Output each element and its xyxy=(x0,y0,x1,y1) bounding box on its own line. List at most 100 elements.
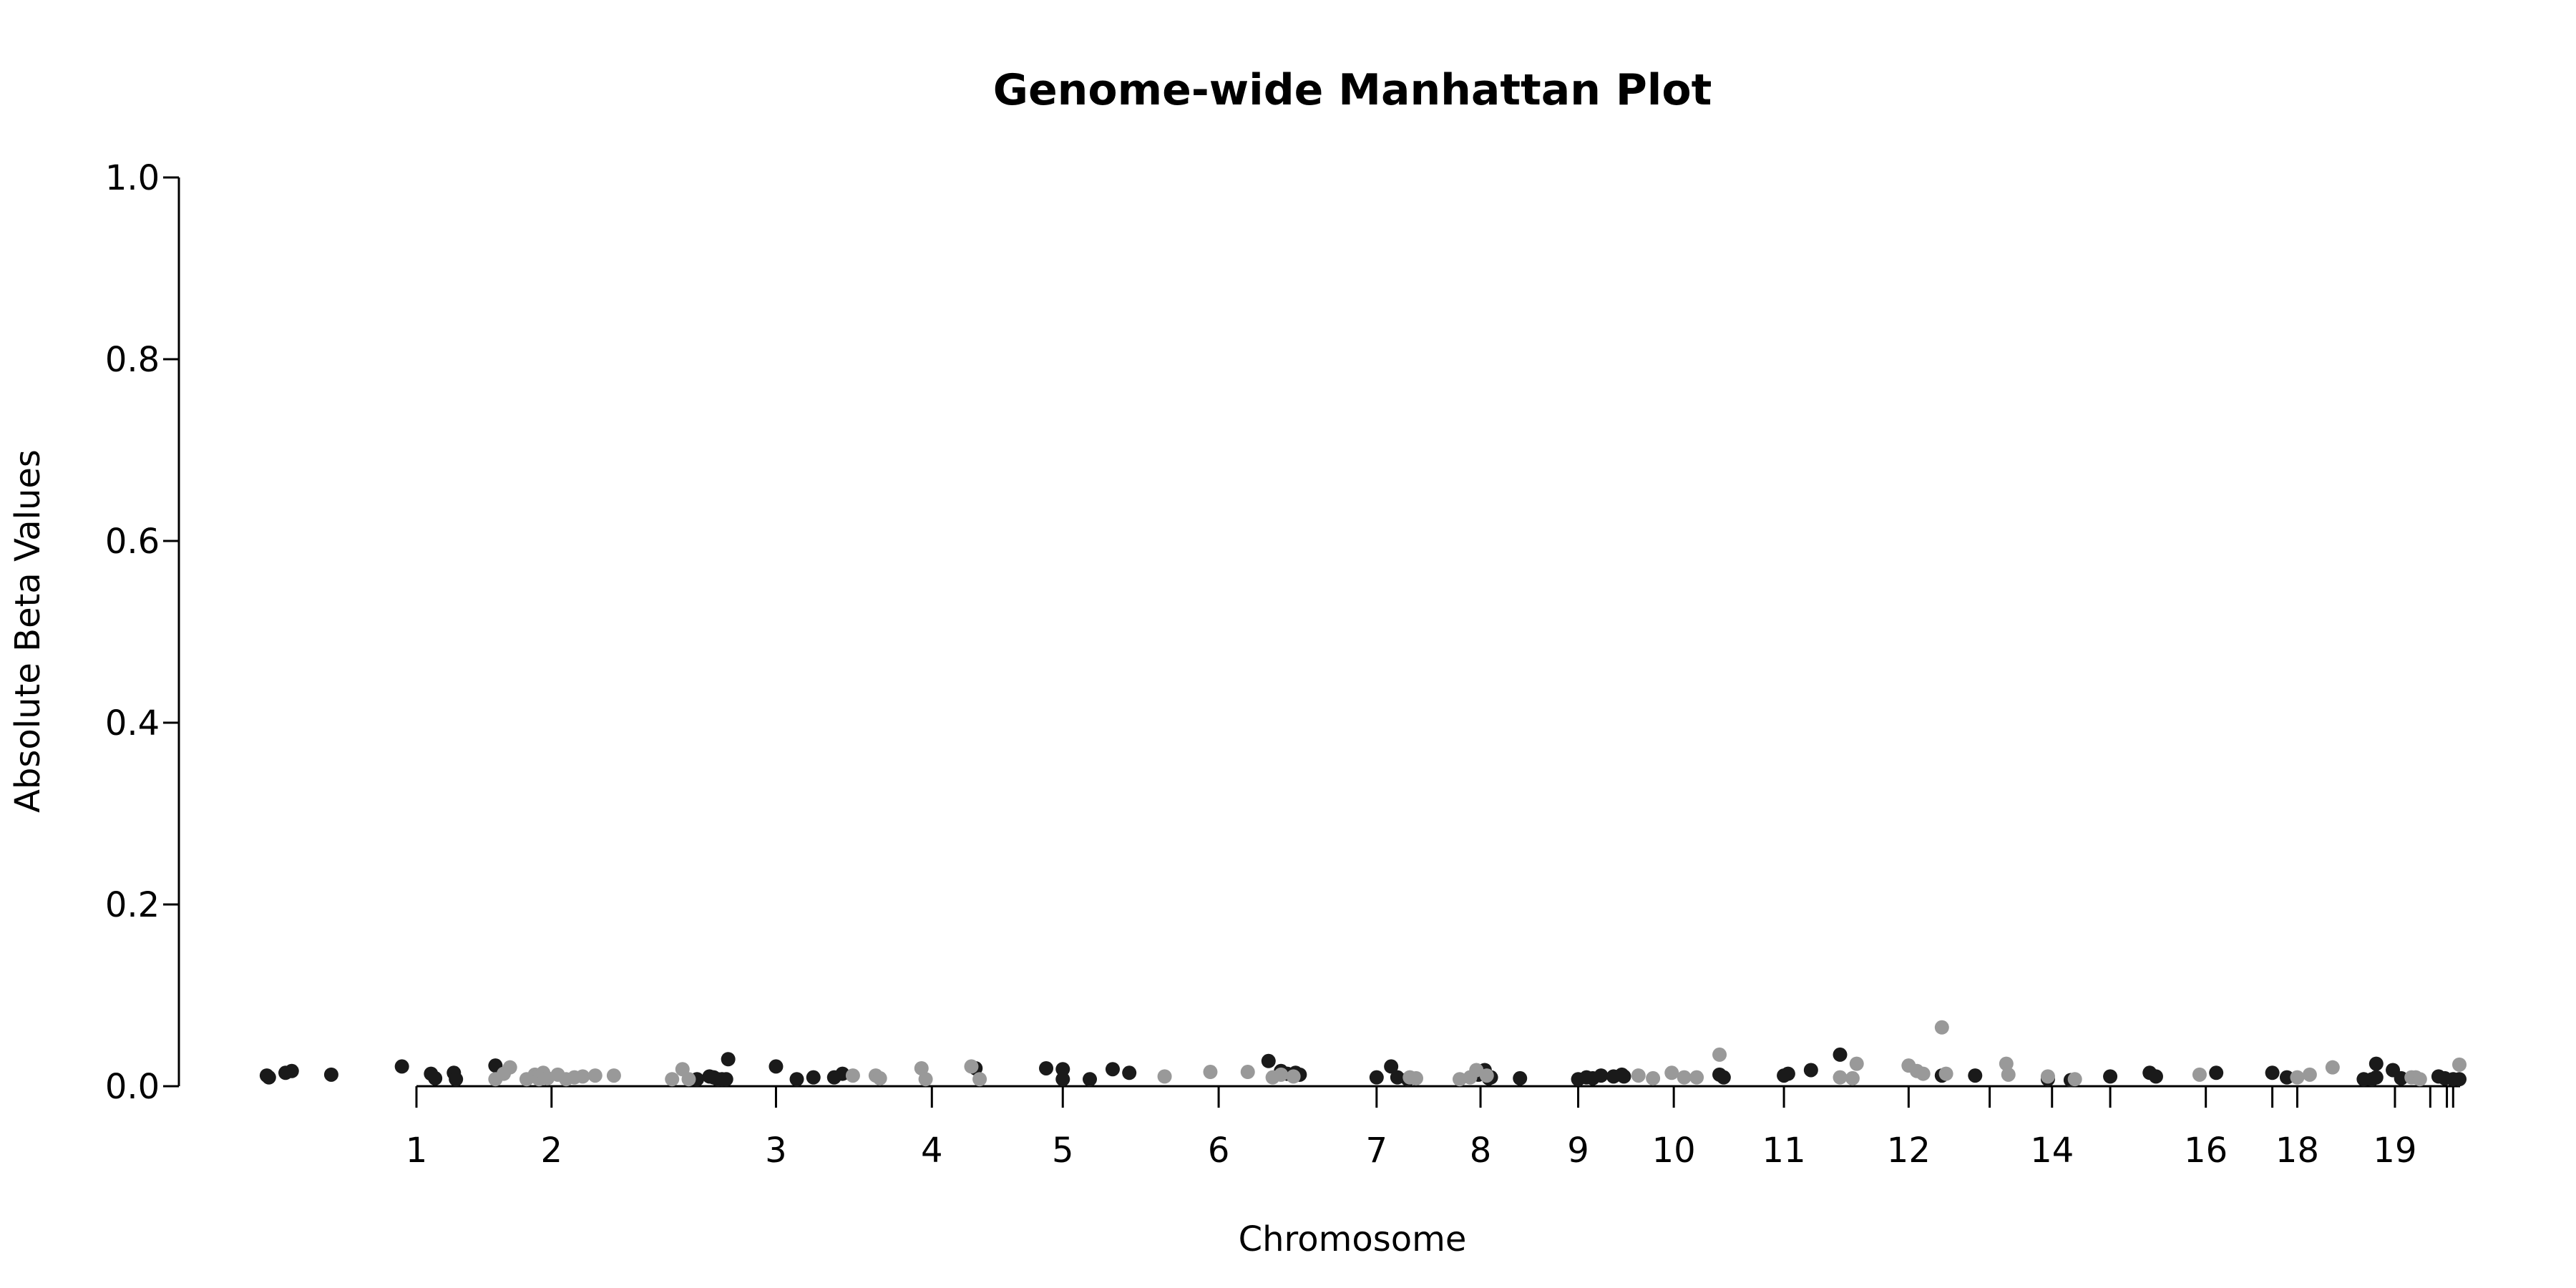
data-point xyxy=(261,1070,276,1085)
data-point xyxy=(1664,1065,1679,1080)
data-point xyxy=(2452,1057,2467,1072)
chart-title: Genome-wide Manhattan Plot xyxy=(993,65,1712,115)
chromosome-tick-label: 12 xyxy=(1887,1131,1931,1171)
data-point xyxy=(1055,1072,1070,1087)
chromosome-tick-label: 1 xyxy=(406,1131,428,1171)
data-point xyxy=(872,1070,887,1085)
chromosome-tick-label: 19 xyxy=(2373,1131,2416,1171)
data-point xyxy=(918,1072,933,1087)
data-point xyxy=(2412,1072,2427,1087)
data-point xyxy=(2325,1060,2340,1075)
data-point xyxy=(2067,1072,2082,1087)
data-point xyxy=(1616,1069,1631,1084)
data-point xyxy=(1274,1067,1289,1082)
data-point xyxy=(1261,1053,1276,1068)
y-tick-label: 0.8 xyxy=(105,340,160,380)
chromosome-tick-label: 3 xyxy=(765,1131,787,1171)
y-axis-ticks: 0.0 0.2 0.4 0.6 0.8 1.0 xyxy=(105,158,179,1107)
chromosome-tick-label: 11 xyxy=(1762,1131,1806,1171)
chromosome-tick-label: 14 xyxy=(2030,1131,2074,1171)
data-point xyxy=(1157,1069,1172,1084)
chromosome-tick-label: 10 xyxy=(1652,1131,1696,1171)
data-point xyxy=(1369,1070,1384,1085)
data-point xyxy=(1716,1070,1731,1085)
data-point xyxy=(665,1072,680,1087)
chromosome-tick-label: 5 xyxy=(1052,1131,1074,1171)
data-point xyxy=(2192,1067,2207,1082)
data-point xyxy=(428,1070,443,1085)
data-point xyxy=(606,1068,621,1083)
data-point xyxy=(1105,1062,1120,1077)
data-point xyxy=(806,1070,821,1085)
y-tick-label: 1.0 xyxy=(105,158,160,198)
data-point xyxy=(323,1067,338,1082)
data-point xyxy=(1833,1047,1848,1062)
chromosome-tick-label: 8 xyxy=(1470,1131,1492,1171)
data-point xyxy=(1849,1056,1864,1071)
data-point xyxy=(587,1068,602,1083)
data-point xyxy=(2040,1069,2055,1084)
chromosome-tick-label: 9 xyxy=(1567,1131,1589,1171)
data-point xyxy=(718,1072,733,1087)
data-point xyxy=(1833,1070,1848,1085)
chromosome-tick-label: 18 xyxy=(2275,1131,2319,1171)
data-point xyxy=(1845,1070,1860,1085)
data-point xyxy=(1083,1072,1098,1087)
data-point xyxy=(1479,1068,1494,1083)
data-point xyxy=(2148,1069,2163,1084)
chromosome-tick-label: 7 xyxy=(1366,1131,1388,1171)
y-tick-label: 0.0 xyxy=(105,1067,160,1107)
data-point xyxy=(1712,1047,1727,1062)
data-point xyxy=(2302,1067,2317,1082)
data-point xyxy=(502,1060,517,1075)
chromosome-tick-label: 16 xyxy=(2184,1131,2228,1171)
data-point xyxy=(1999,1056,2014,1071)
data-point xyxy=(575,1069,590,1084)
data-points xyxy=(259,1020,2467,1088)
data-point xyxy=(1055,1062,1070,1077)
data-point xyxy=(681,1072,696,1087)
data-point xyxy=(2368,1056,2384,1071)
data-point xyxy=(1968,1068,1983,1083)
data-point xyxy=(1203,1065,1218,1080)
data-point xyxy=(914,1060,929,1075)
y-tick-label: 0.4 xyxy=(105,703,160,743)
data-point xyxy=(721,1052,736,1067)
data-point xyxy=(964,1059,979,1074)
data-point xyxy=(1646,1070,1661,1085)
y-tick-label: 0.6 xyxy=(105,522,160,562)
data-point xyxy=(1677,1070,1692,1085)
y-tick-label: 0.2 xyxy=(105,885,160,925)
data-point xyxy=(1689,1070,1704,1085)
data-point xyxy=(1122,1065,1137,1080)
data-point xyxy=(1384,1059,1399,1074)
data-point xyxy=(2103,1069,2118,1084)
data-point xyxy=(2279,1070,2294,1085)
data-point xyxy=(2394,1070,2409,1085)
data-point xyxy=(394,1059,409,1074)
data-point xyxy=(2290,1070,2305,1085)
data-point xyxy=(1938,1066,1953,1081)
data-point xyxy=(2265,1065,2280,1080)
data-point xyxy=(845,1068,860,1083)
data-point xyxy=(1286,1069,1301,1084)
y-axis-label: Absolute Beta Values xyxy=(8,449,48,813)
data-point xyxy=(2001,1067,2016,1082)
data-point xyxy=(2368,1070,2384,1085)
x-axis-label: Chromosome xyxy=(1239,1219,1467,1259)
data-point xyxy=(2452,1072,2467,1087)
data-point xyxy=(972,1072,987,1087)
data-point xyxy=(1039,1060,1054,1075)
data-point xyxy=(2209,1065,2224,1080)
data-point xyxy=(789,1072,804,1087)
data-point xyxy=(1409,1070,1424,1085)
data-point xyxy=(1803,1063,1818,1078)
chromosome-tick-label: 4 xyxy=(921,1131,943,1171)
data-point xyxy=(1916,1066,1931,1081)
data-point xyxy=(1934,1020,1949,1035)
data-point xyxy=(1240,1065,1255,1080)
data-point xyxy=(1594,1068,1609,1083)
data-point xyxy=(1513,1070,1528,1085)
data-point xyxy=(449,1072,464,1087)
